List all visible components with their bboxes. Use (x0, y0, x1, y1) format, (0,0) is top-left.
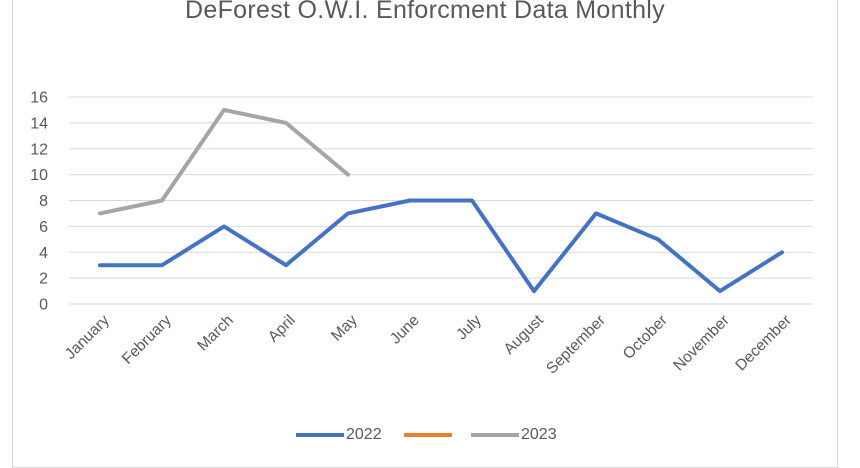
data-point-2022-june (408, 199, 412, 203)
chart-frame (12, 0, 838, 468)
x-tick-label-july: July (453, 312, 485, 344)
data-point-2023-may (346, 173, 350, 177)
y-tick-label-0: 0 (39, 297, 48, 314)
legend-label-2022: 2022 (346, 426, 382, 443)
x-tick-label-december: December (732, 312, 795, 375)
x-tick-label-august: August (501, 311, 548, 358)
data-point-2022-april (284, 263, 288, 267)
legend-label-2023: 2023 (521, 426, 557, 443)
x-tick-label-april: April (265, 312, 299, 346)
data-point-2022-july (470, 199, 474, 203)
legend-item-2023: 2023 (471, 424, 557, 446)
series-line-2022 (98, 198, 784, 294)
data-point-2023-january (98, 211, 102, 215)
x-tick-label-september: September (543, 312, 609, 378)
legend-swatch-empty-series (404, 433, 452, 437)
chart-title: DeForest O.W.I. Enforcment Data Monthly (185, 0, 665, 24)
data-point-2022-november (718, 289, 722, 293)
x-tick-label-october: October (620, 312, 671, 363)
y-tick-label-2: 2 (39, 271, 48, 288)
y-tick-label-12: 12 (30, 141, 48, 158)
x-tick-label-march: March (194, 312, 236, 354)
x-tick-label-november: November (670, 312, 733, 375)
legend-item-empty-series (404, 424, 454, 446)
chart-plot: 0 2 4 6 8 10 12 14 16 January February March April Ma… (30, 90, 813, 378)
data-point-2022-september (594, 211, 598, 215)
data-point-2022-january (98, 263, 102, 267)
data-point-2023-april (284, 121, 288, 125)
y-tick-label-6: 6 (39, 219, 48, 236)
data-point-2023-march (222, 108, 226, 112)
data-point-2023-february (160, 199, 164, 203)
y-tick-label-14: 14 (30, 115, 48, 132)
x-tick-label-may: May (328, 312, 361, 345)
x-tick-label-january: January (62, 312, 113, 363)
legend-swatch-2023 (471, 433, 519, 437)
legend-swatch-2022 (296, 433, 344, 437)
chart-legend: 2022 2023 (0, 424, 860, 446)
y-tick-label-16: 16 (30, 90, 48, 107)
data-point-2022-may (346, 211, 350, 215)
x-tick-label-february: February (119, 312, 175, 368)
data-point-2022-december (780, 250, 784, 254)
y-tick-label-4: 4 (39, 245, 48, 262)
series-line-2023 (98, 107, 350, 216)
legend-item-2022: 2022 (296, 424, 382, 446)
data-point-2022-february (160, 263, 164, 267)
x-tick-label-june: June (387, 312, 423, 348)
data-point-2022-october (656, 237, 660, 241)
data-point-2022-august (532, 289, 536, 293)
y-tick-label-10: 10 (30, 167, 48, 184)
y-tick-label-8: 8 (39, 193, 48, 210)
data-point-2022-march (222, 224, 226, 228)
